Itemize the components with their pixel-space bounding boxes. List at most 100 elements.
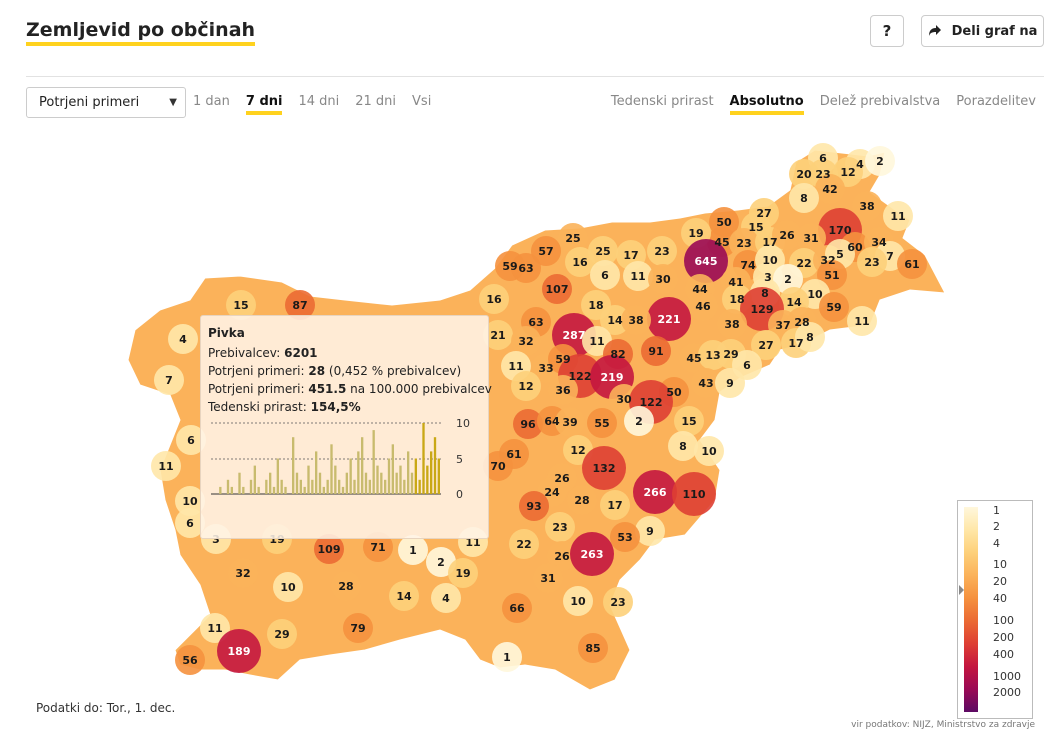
period-7-days[interactable]: 7 dni	[245, 93, 283, 115]
municipality-area[interactable]	[773, 264, 803, 294]
municipality-area[interactable]	[331, 571, 361, 601]
municipality-area[interactable]	[511, 326, 541, 356]
municipality-area[interactable]	[603, 587, 633, 617]
municipality-area[interactable]	[511, 371, 541, 401]
municipality-area[interactable]	[668, 431, 698, 461]
municipality-area[interactable]	[610, 522, 640, 552]
municipality-area[interactable]	[363, 532, 393, 562]
municipality-area[interactable]	[588, 236, 618, 266]
municipality-area[interactable]	[285, 290, 315, 320]
municipality-area[interactable]	[672, 472, 716, 516]
municipality-area[interactable]	[819, 292, 849, 322]
municipality-area[interactable]	[502, 593, 532, 623]
municipality-area[interactable]	[847, 306, 877, 336]
municipality-area[interactable]	[772, 220, 802, 250]
municipality-area[interactable]	[751, 330, 781, 360]
municipality-area[interactable]	[570, 532, 614, 576]
municipality-value-label: 645	[695, 255, 718, 268]
municipality-area[interactable]	[154, 365, 184, 395]
municipality-area[interactable]	[558, 223, 588, 253]
mode-absolute[interactable]: Absolutno	[729, 93, 804, 115]
municipality-area[interactable]	[883, 201, 913, 231]
municipality-area[interactable]	[176, 425, 206, 455]
municipality-area[interactable]	[343, 613, 373, 643]
municipality-area[interactable]	[647, 236, 677, 266]
municipality-area[interactable]	[641, 336, 671, 366]
period-21-days[interactable]: 21 dni	[355, 94, 397, 109]
municipality-area[interactable]	[623, 261, 653, 291]
municipality-area[interactable]	[796, 223, 826, 253]
municipality-area[interactable]	[509, 529, 539, 559]
municipality-area[interactable]	[624, 406, 654, 436]
municipality-area[interactable]	[200, 613, 230, 643]
municipality-area[interactable]	[226, 290, 256, 320]
municipality-area[interactable]	[789, 183, 819, 213]
municipality-area[interactable]	[897, 249, 927, 279]
municipality-area[interactable]	[563, 586, 593, 616]
municipality-area[interactable]	[499, 439, 529, 469]
help-button[interactable]: ?	[870, 15, 904, 47]
municipality-area[interactable]	[865, 146, 895, 176]
municipality-area[interactable]	[431, 583, 461, 613]
municipality-area[interactable]	[795, 322, 825, 352]
mode-distribution[interactable]: Porazdelitev	[956, 94, 1036, 109]
municipality-area[interactable]	[590, 260, 620, 290]
municipality-area[interactable]	[398, 535, 428, 565]
municipality-area[interactable]	[547, 541, 577, 571]
municipality-area[interactable]	[548, 375, 578, 405]
municipality-area[interactable]	[565, 247, 595, 277]
municipality-area[interactable]	[175, 486, 205, 516]
municipality-area[interactable]	[648, 264, 678, 294]
municipality-area[interactable]	[267, 619, 297, 649]
municipality-area[interactable]	[228, 558, 258, 588]
mode-weekly-growth[interactable]: Tedenski prirast	[610, 94, 714, 109]
share-button[interactable]: Deli graf na	[921, 15, 1044, 47]
municipality-area[interactable]	[519, 491, 549, 521]
municipality-area[interactable]	[647, 297, 691, 341]
municipality-area[interactable]	[715, 368, 745, 398]
period-1-day[interactable]: 1 dan	[193, 94, 230, 109]
municipality-area[interactable]	[314, 534, 344, 564]
municipality-area[interactable]	[815, 174, 845, 204]
municipality-area[interactable]	[542, 274, 572, 304]
municipality-area[interactable]	[513, 409, 543, 439]
municipality-area[interactable]	[555, 407, 585, 437]
municipality-area[interactable]	[857, 247, 887, 277]
municipality-area[interactable]	[621, 305, 651, 335]
municipality-area[interactable]	[688, 291, 718, 321]
municipality-area[interactable]	[217, 629, 261, 673]
period-14-days[interactable]: 14 dni	[298, 94, 340, 109]
municipality-area[interactable]	[674, 406, 704, 436]
municipality-area[interactable]	[175, 645, 205, 675]
municipality-area[interactable]	[533, 563, 563, 593]
municipality-area[interactable]	[633, 470, 677, 514]
municipality-area[interactable]	[273, 572, 303, 602]
municipality-area[interactable]	[389, 581, 419, 611]
municipality-area[interactable]	[448, 558, 478, 588]
municipality-area[interactable]	[587, 408, 617, 438]
municipality-area[interactable]	[852, 191, 882, 221]
municipality-area[interactable]	[479, 284, 509, 314]
municipality-area[interactable]	[531, 236, 561, 266]
municipality-area[interactable]	[578, 633, 608, 663]
municipality-area[interactable]	[511, 253, 541, 283]
municipality-area[interactable]	[483, 320, 513, 350]
municipality-area[interactable]	[168, 324, 198, 354]
municipality-area[interactable]	[175, 508, 205, 538]
municipality-area[interactable]	[492, 642, 522, 672]
municipality-area[interactable]	[582, 446, 626, 490]
municipality-area[interactable]	[545, 512, 575, 542]
municipality-area[interactable]	[635, 516, 665, 546]
period-all[interactable]: Vsi	[412, 94, 432, 109]
municipality-area[interactable]	[567, 485, 597, 515]
municipality-area[interactable]	[600, 490, 630, 520]
municipality-area[interactable]	[691, 368, 721, 398]
municipality-area[interactable]	[151, 451, 181, 481]
metric-select[interactable]: Potrjeni primeri ▼	[26, 87, 186, 118]
municipality-area[interactable]	[684, 239, 728, 283]
municipality-area[interactable]	[600, 305, 630, 335]
municipality-area[interactable]	[717, 309, 747, 339]
mode-population-share[interactable]: Delež prebivalstva	[819, 94, 941, 109]
municipality-area[interactable]	[694, 436, 724, 466]
